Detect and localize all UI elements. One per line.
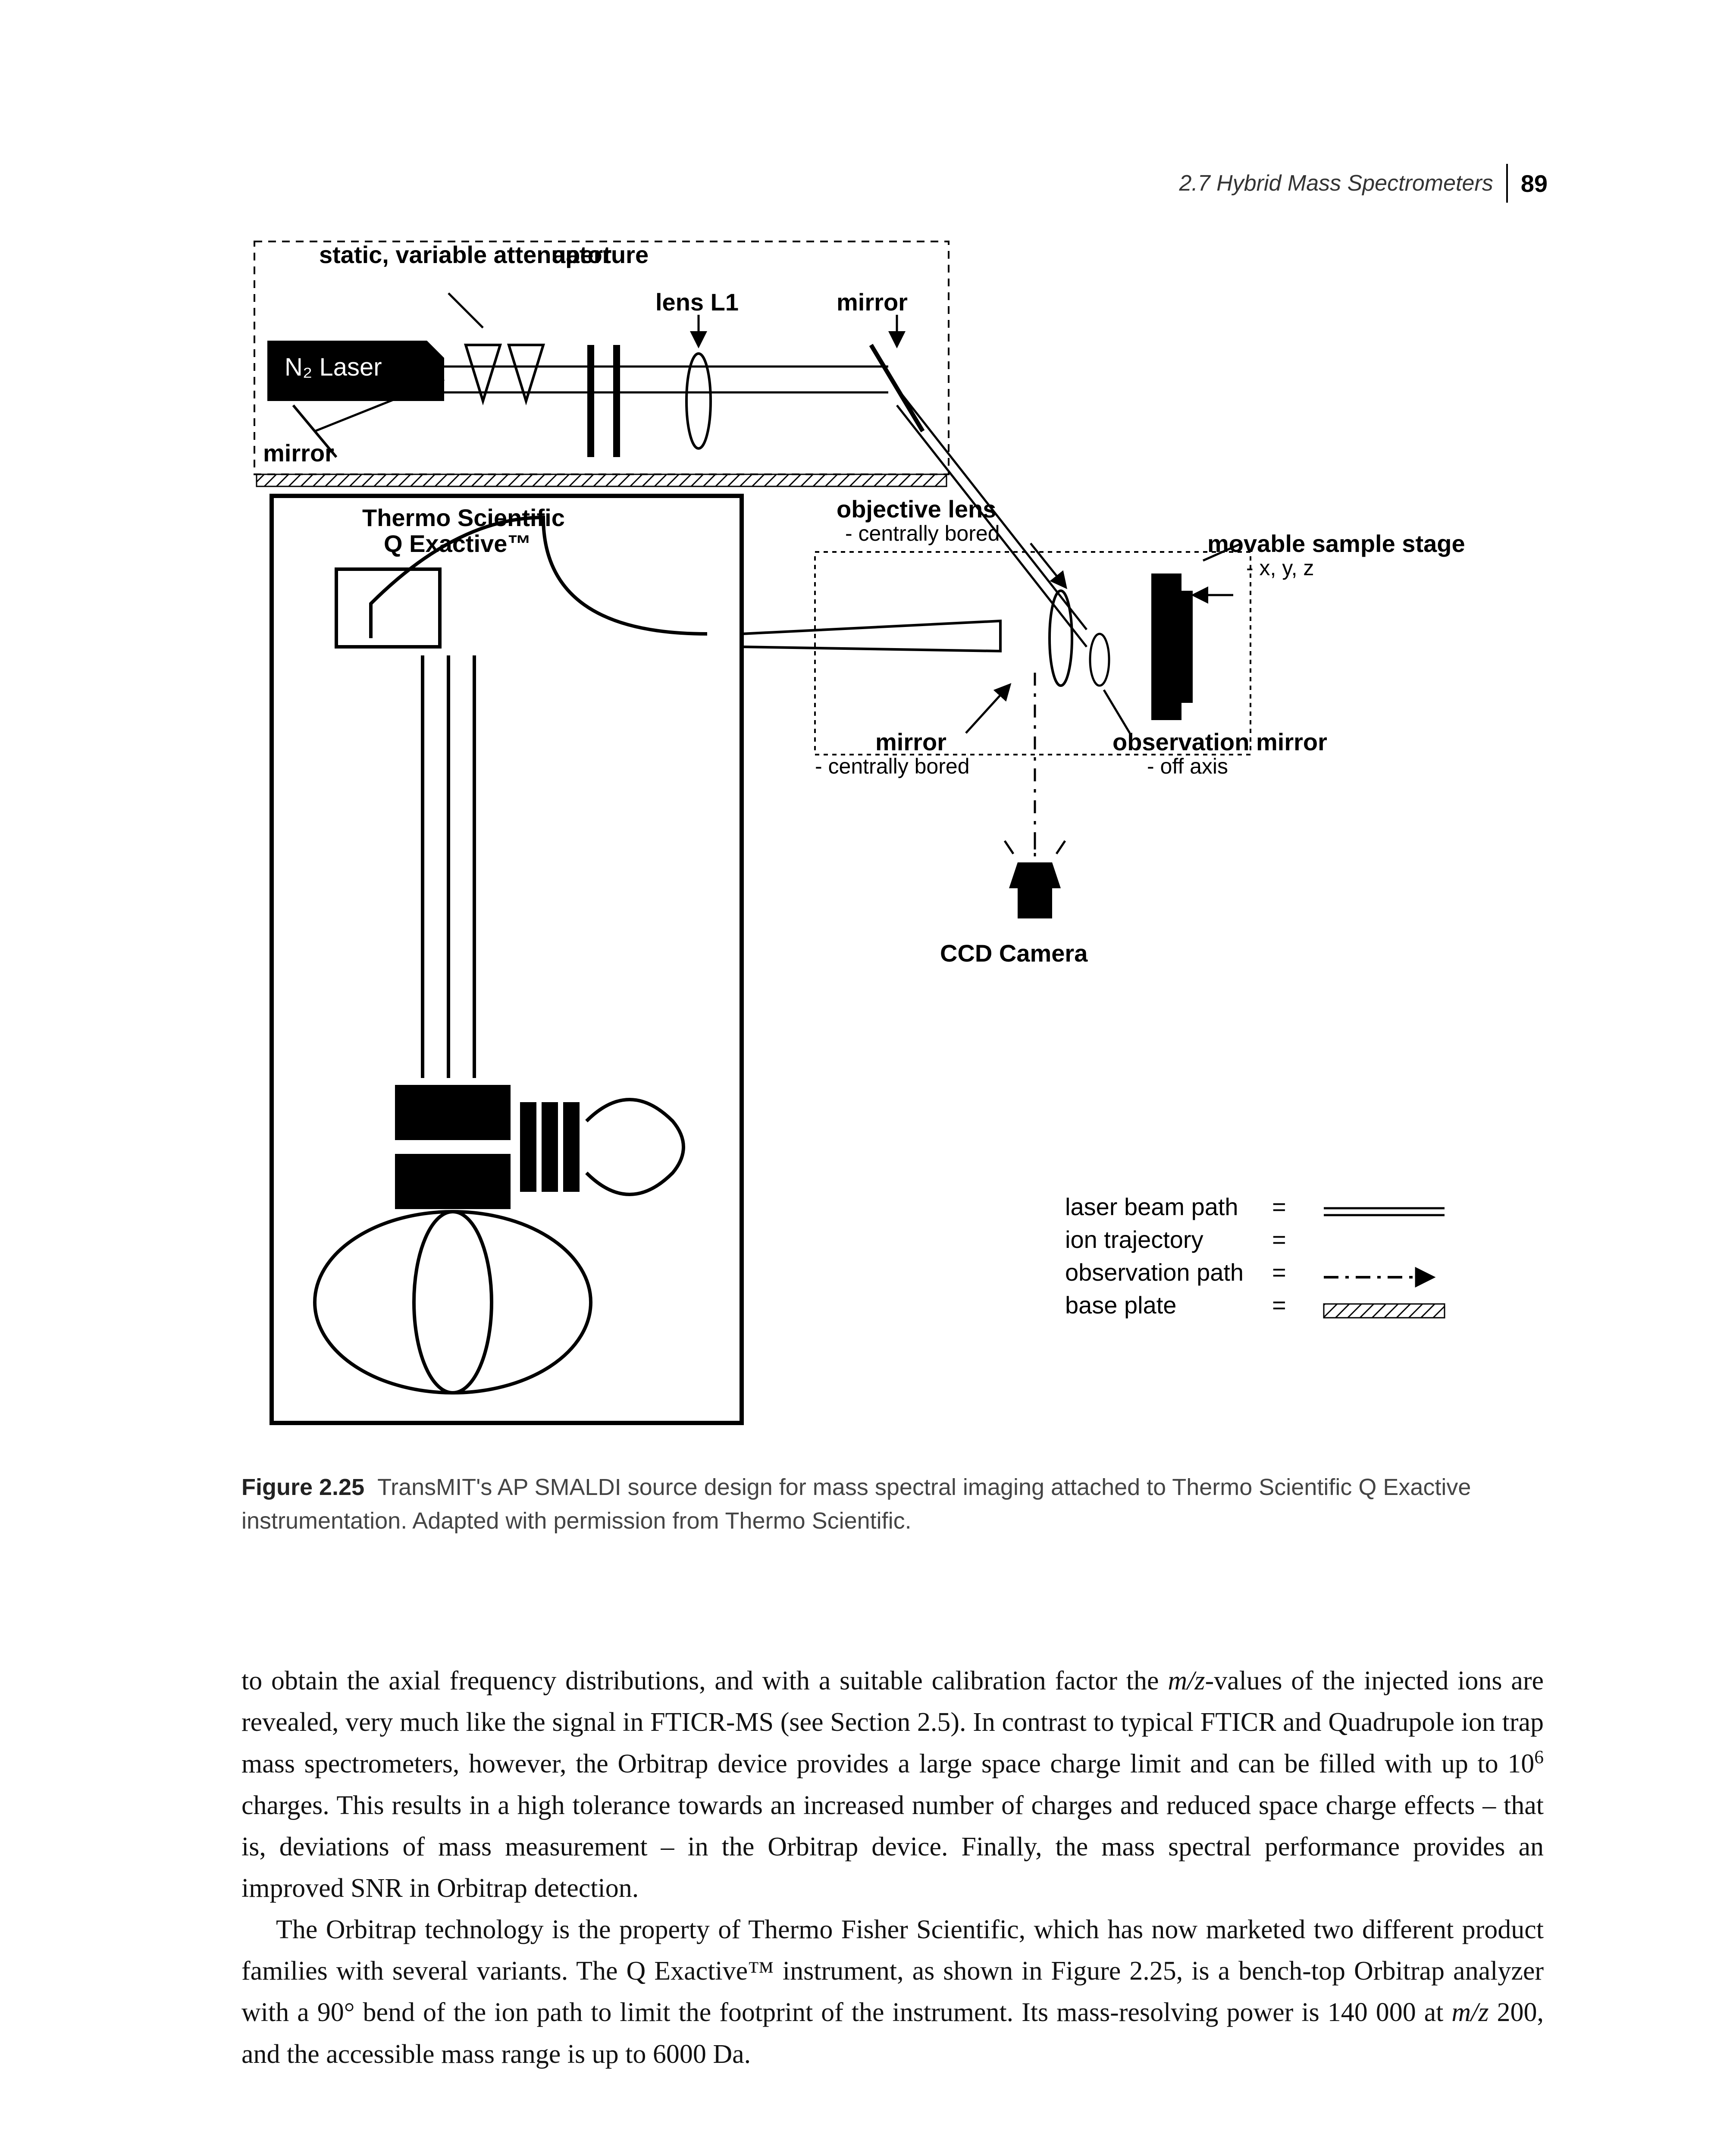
figure-block: static, variable attenuator aperture len… [241,216,1544,1538]
figure-caption-text: TransMIT's AP SMALDI source design for m… [241,1474,1471,1534]
legend-eq-icon: = [1272,1291,1294,1319]
label-objective-lens: objective lens [837,496,996,523]
legend-eq-icon: = [1272,1258,1294,1286]
legend-label-observation: observation path [1065,1258,1272,1286]
label-lens-l1: lens L1 [655,289,739,316]
legend: laser beam path = ion trajectory = obser… [1065,1190,1294,1321]
header-divider [1506,164,1508,203]
label-n2-laser: N₂ Laser [285,354,382,381]
label-observation-mirror: observation mirror [1113,729,1327,755]
label-aperture: aperture [552,241,649,268]
label-mirror-center: mirror [875,729,946,755]
label-observation-mirror-sub: - off axis [1147,755,1228,778]
label-mirror-left: mirror [263,440,334,467]
legend-eq-icon: = [1272,1225,1294,1253]
figure-caption: Figure 2.25 TransMIT's AP SMALDI source … [241,1470,1544,1538]
label-mirror-top: mirror [837,289,908,316]
legend-row-laser: laser beam path = [1065,1190,1294,1223]
paragraph-1: to obtain the axial frequency distributi… [241,1660,1544,1909]
label-thermo-l1: Thermo Scientific [362,505,565,531]
legend-row-baseplate: base plate = [1065,1288,1294,1321]
label-movable-stage: movable sample stage [1207,530,1465,557]
running-header: 2.7 Hybrid Mass Spectrometers 89 [1179,164,1548,203]
body-text: to obtain the axial frequency distributi… [241,1660,1544,2075]
paragraph-2: The Orbitrap technology is the property … [241,1909,1544,2075]
label-movable-stage-sub: - x, y, z [1246,556,1314,580]
label-thermo-l2: Q Exactive™ [384,530,531,557]
page: 2.7 Hybrid Mass Spectrometers 89 [0,0,1733,2156]
legend-label-baseplate: base plate [1065,1291,1272,1319]
figure-label: Figure 2.25 [241,1474,364,1500]
diagram: static, variable attenuator aperture len… [241,216,1544,1445]
header-section-title: 2.7 Hybrid Mass Spectrometers [1179,170,1493,196]
label-mirror-center-sub: - centrally bored [815,755,970,778]
label-ccd-camera: CCD Camera [940,940,1087,967]
legend-label-ion: ion trajectory [1065,1225,1272,1253]
diagram-svg [241,216,1544,1445]
legend-row-ion: ion trajectory = [1065,1223,1294,1256]
legend-label-laser: laser beam path [1065,1193,1272,1221]
page-number: 89 [1521,169,1548,197]
legend-eq-icon: = [1272,1193,1294,1221]
legend-row-observation: observation path = [1065,1256,1294,1288]
label-objective-lens-sub: - centrally bored [845,522,1000,545]
